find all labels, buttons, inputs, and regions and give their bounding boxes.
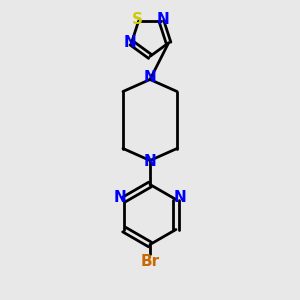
Text: Br: Br bbox=[140, 254, 160, 268]
Text: N: N bbox=[144, 70, 156, 86]
Text: N: N bbox=[157, 12, 169, 27]
Text: S: S bbox=[131, 12, 142, 27]
Text: N: N bbox=[124, 35, 136, 50]
Text: N: N bbox=[114, 190, 127, 206]
Text: N: N bbox=[173, 190, 186, 206]
Text: N: N bbox=[144, 154, 156, 169]
